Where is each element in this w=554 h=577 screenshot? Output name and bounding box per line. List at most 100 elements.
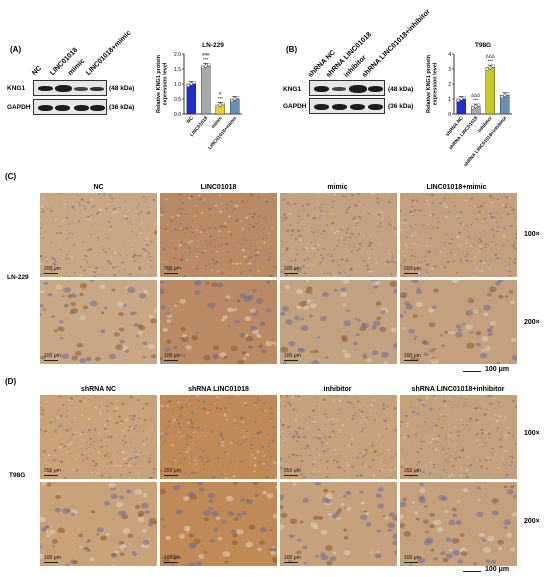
column-title: mimic [327, 184, 348, 191]
column-title: shRNA NC [80, 386, 117, 393]
cell-line-label: T98G [9, 472, 26, 479]
lane-label: LINC01018+mimic [85, 29, 133, 77]
scale-label: 200 μm [284, 266, 301, 272]
scale-bar [44, 475, 58, 476]
data-point [221, 101, 225, 106]
kda-label: (36 kDa) [109, 104, 135, 111]
data-point [503, 93, 507, 97]
scale-label: 100 μm [44, 353, 61, 359]
data-point [474, 104, 478, 109]
data-point [207, 62, 211, 67]
y-tick-label: 1.5 [174, 67, 181, 73]
data-point [459, 97, 463, 101]
ihc-micrograph: 100 μm [400, 482, 517, 566]
western-blot-kng1 [309, 80, 385, 96]
column-title: shRNA LINC01018+inhibitor [411, 386, 505, 393]
ihc-micrograph: 200 μm [280, 395, 397, 479]
y-tick-label: 1 [448, 97, 451, 103]
data-point [218, 103, 222, 107]
y-tick-label: 3 [448, 67, 451, 73]
scale-label: 200 μm [44, 266, 61, 272]
cell-line-label: LN-229 [7, 274, 29, 281]
blot-row-kng1: KNG1 [7, 85, 26, 92]
data-point [236, 95, 240, 100]
ihc-image-grid-ln229: 200 μm 200 μm 200 μm 200 μm 100 μm 100 μm 100 … [40, 193, 517, 364]
data-point [485, 67, 489, 71]
column-title: NC [93, 184, 104, 191]
x-tick-label: mimic [210, 115, 224, 130]
blot-row-gapdh: GAPDH [283, 103, 307, 110]
y-tick-label: 4 [448, 52, 451, 58]
data-point [204, 64, 208, 68]
scale-label: 200 μm [404, 266, 421, 272]
chart-title: T98G [475, 42, 491, 49]
data-point [189, 82, 193, 86]
panel-c-label: (C) [5, 172, 17, 181]
data-point [192, 80, 196, 85]
ihc-micrograph: 200 μm [400, 395, 517, 479]
chart-title: LN-229 [202, 42, 224, 49]
scale-bar-label: 100 μm [485, 366, 510, 373]
scale-bar [284, 475, 298, 476]
bar [485, 67, 495, 115]
data-point [477, 103, 481, 107]
scale-label: 100 μm [164, 555, 181, 561]
scale-bar [404, 562, 418, 563]
scale-label: 200 μm [404, 468, 421, 474]
kda-label: (36 kDa) [388, 103, 414, 110]
kda-label: (48 kDa) [388, 86, 414, 93]
magnification-label: 100× [524, 430, 540, 437]
significance-annotation: *** [203, 57, 209, 62]
ihc-micrograph: 100 μm [280, 482, 397, 566]
x-tick-label: LINC01018+mimic [207, 115, 238, 151]
data-point [491, 64, 495, 68]
data-point [201, 65, 205, 70]
scale-bar [404, 360, 418, 361]
panel-a-label: (A) [10, 45, 22, 54]
scale-label: 200 μm [284, 468, 301, 474]
bar-chart-ln229: LN-229 Relative KNG1 proteinexpression le… [156, 42, 242, 151]
scale-bar [463, 571, 481, 572]
y-tick-label: 0.5 [174, 97, 181, 103]
scale-bar [284, 562, 298, 563]
ihc-micrograph: 100 μm [400, 280, 517, 364]
y-tick-label: 2.0 [174, 52, 181, 58]
bar [186, 83, 196, 115]
data-point [186, 83, 190, 88]
y-axis-label: Relative KNG1 proteinexpression level [426, 54, 439, 113]
scale-bar-label: 100 μm [485, 566, 510, 573]
y-tick-label: 2 [448, 82, 451, 88]
magnification-label: 200× [524, 518, 540, 525]
ihc-micrograph: 200 μm [160, 395, 277, 479]
magnification-label: 100× [524, 231, 540, 238]
scale-bar [404, 475, 418, 476]
blot-row-gapdh: GAPDH [7, 104, 31, 111]
significance-annotation: *** [473, 98, 479, 103]
column-title: shRNA LINC01018 [188, 386, 249, 393]
scale-label: 100 μm [44, 555, 61, 561]
ihc-micrograph: 100 μm [160, 280, 277, 364]
scale-bar [404, 273, 418, 274]
ihc-micrograph: 200 μm [280, 193, 397, 277]
magnification-label: 200× [524, 319, 540, 326]
kda-label: (48 kDa) [109, 85, 135, 92]
data-point [506, 92, 510, 96]
ihc-micrograph: 100 μm [40, 280, 157, 364]
data-point [456, 98, 460, 103]
significance-annotation: *** [488, 59, 494, 64]
panel-d-label: (D) [5, 377, 17, 386]
significance-annotation: ### [202, 52, 210, 57]
scale-label: 100 μm [284, 555, 301, 561]
western-blot-gapdh [309, 98, 385, 114]
lane-label: NC [31, 64, 44, 77]
scale-bar [44, 360, 58, 361]
bar-chart-t98g: T98G Relative KNG1 proteinexpression leve… [426, 42, 512, 168]
x-tick-label: NC [186, 115, 195, 125]
ihc-micrograph: 200 μm [160, 193, 277, 277]
scale-label: 100 μm [404, 555, 421, 561]
scale-bar [284, 273, 298, 274]
data-point [500, 95, 504, 99]
scale-bar [164, 273, 178, 274]
scale-label: 200 μm [164, 468, 181, 474]
scale-bar [164, 360, 178, 361]
